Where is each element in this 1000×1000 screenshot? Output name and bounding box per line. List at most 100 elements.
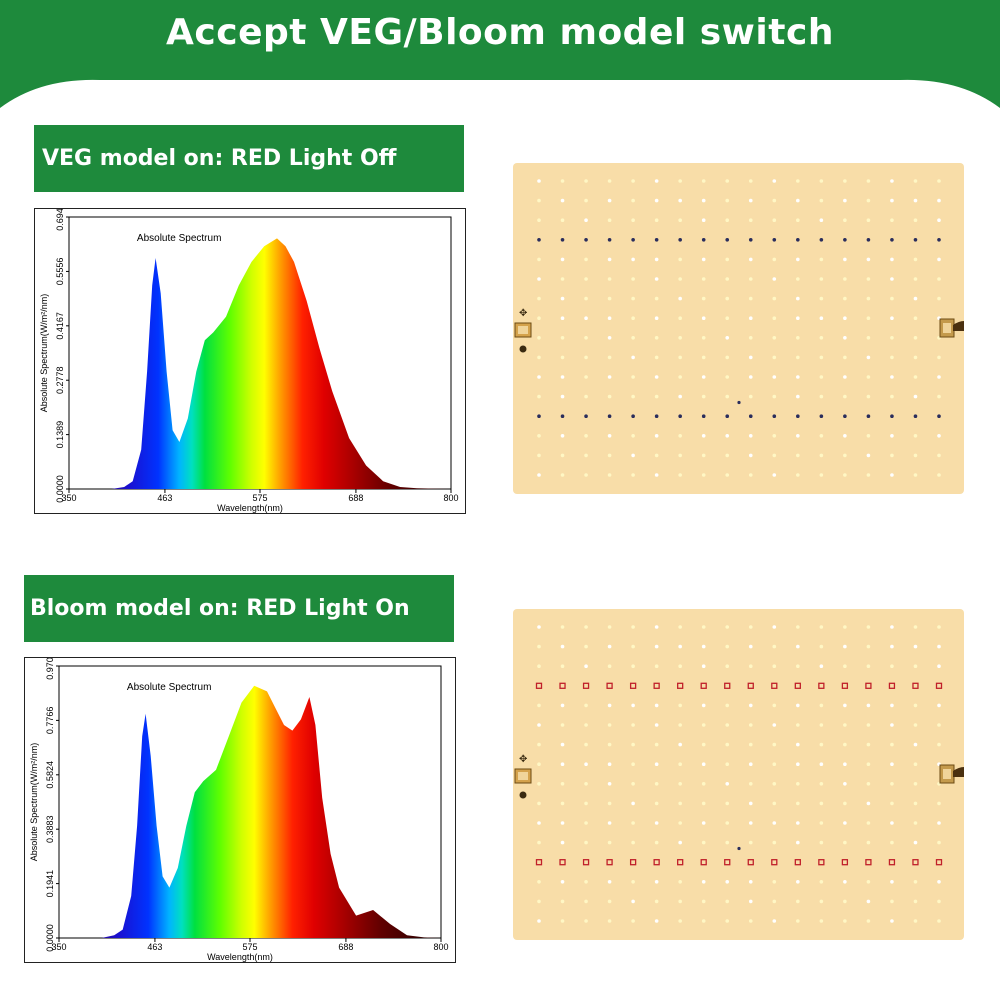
- white-led: [631, 316, 635, 320]
- bloom-led-panel-svg: ✥: [514, 625, 964, 923]
- white-led: [584, 723, 588, 727]
- white-led: [560, 625, 565, 629]
- white-led: [748, 394, 753, 399]
- white-led: [560, 880, 565, 884]
- white-led: [937, 355, 941, 360]
- white-led: [843, 919, 847, 923]
- blue-led: [772, 414, 777, 418]
- white-led: [678, 394, 682, 399]
- white-led: [913, 375, 918, 379]
- white-led: [819, 453, 824, 458]
- white-led: [654, 198, 659, 203]
- white-led: [607, 880, 612, 884]
- white-led: [796, 277, 800, 281]
- x-tick-label: 463: [157, 493, 172, 503]
- blue-led: [913, 238, 918, 242]
- white-led: [772, 218, 777, 222]
- white-led: [584, 840, 588, 845]
- blue-led: [607, 414, 612, 418]
- white-led: [772, 296, 777, 301]
- white-led: [631, 218, 635, 222]
- white-led: [678, 801, 682, 806]
- white-led: [819, 198, 824, 203]
- white-led: [537, 179, 541, 183]
- white-led: [913, 703, 918, 708]
- white-led: [725, 375, 730, 379]
- bloom-spectrum-chart: 350 463 575 688 800 0.0000 0.1941 0.3883 0.5824 0…: [24, 657, 456, 963]
- white-led: [701, 336, 706, 340]
- white-led: [678, 664, 682, 668]
- white-led: [796, 218, 800, 222]
- bloom-mode-label: Bloom model on: RED Light On: [24, 575, 454, 642]
- white-led: [748, 742, 753, 747]
- white-led: [866, 277, 871, 281]
- white-led: [584, 782, 588, 786]
- white-led: [560, 179, 565, 183]
- white-led: [654, 355, 659, 360]
- white-led: [748, 375, 753, 379]
- blue-led: [560, 414, 565, 418]
- white-led: [537, 473, 541, 477]
- white-led: [678, 880, 682, 884]
- white-led: [772, 644, 777, 649]
- white-led: [890, 394, 894, 399]
- white-led: [725, 453, 730, 458]
- white-led: [725, 296, 730, 301]
- white-led: [913, 355, 918, 360]
- white-led: [843, 316, 847, 320]
- white-led: [607, 453, 612, 458]
- white-led: [537, 880, 541, 884]
- power-cable-connector: [939, 764, 964, 784]
- white-led: [607, 218, 612, 222]
- x-tick-label: 463: [147, 942, 162, 952]
- white-led: [748, 880, 753, 884]
- white-led: [607, 919, 612, 923]
- white-led: [748, 625, 753, 629]
- blue-led: [584, 414, 588, 418]
- white-led: [654, 664, 659, 668]
- white-led: [913, 919, 918, 923]
- white-led: [631, 762, 635, 766]
- white-led: [631, 840, 635, 845]
- blue-led: [607, 238, 612, 242]
- white-led: [631, 473, 635, 477]
- white-led: [537, 218, 541, 222]
- white-led: [796, 198, 800, 203]
- white-led: [631, 899, 635, 904]
- white-led: [537, 316, 541, 320]
- white-led: [537, 762, 541, 766]
- red-led: [606, 682, 613, 689]
- white-led: [748, 840, 753, 845]
- white-led: [701, 198, 706, 203]
- white-led: [678, 434, 682, 438]
- white-led: [725, 179, 730, 183]
- white-led: [796, 644, 800, 649]
- white-led: [843, 762, 847, 766]
- white-led: [654, 762, 659, 766]
- white-led: [748, 277, 753, 281]
- white-led: [843, 277, 847, 281]
- white-led: [725, 394, 730, 399]
- white-led: [607, 257, 612, 262]
- white-led: [725, 919, 730, 923]
- white-led: [890, 316, 894, 320]
- white-led: [866, 801, 871, 806]
- left-connector-icon: ✥: [514, 754, 532, 799]
- white-led: [607, 179, 612, 183]
- white-led: [748, 336, 753, 340]
- white-led: [890, 336, 894, 340]
- blue-led: [748, 414, 753, 418]
- white-led: [607, 762, 612, 766]
- white-led: [937, 723, 941, 727]
- red-led: [841, 859, 849, 866]
- white-led: [772, 762, 777, 766]
- white-led: [748, 296, 753, 301]
- white-led: [913, 179, 918, 183]
- white-led: [843, 355, 847, 360]
- white-led: [772, 840, 777, 845]
- white-led: [654, 394, 659, 399]
- white-led: [796, 453, 800, 458]
- white-led: [701, 453, 706, 458]
- white-led: [678, 899, 682, 904]
- white-led: [866, 919, 871, 923]
